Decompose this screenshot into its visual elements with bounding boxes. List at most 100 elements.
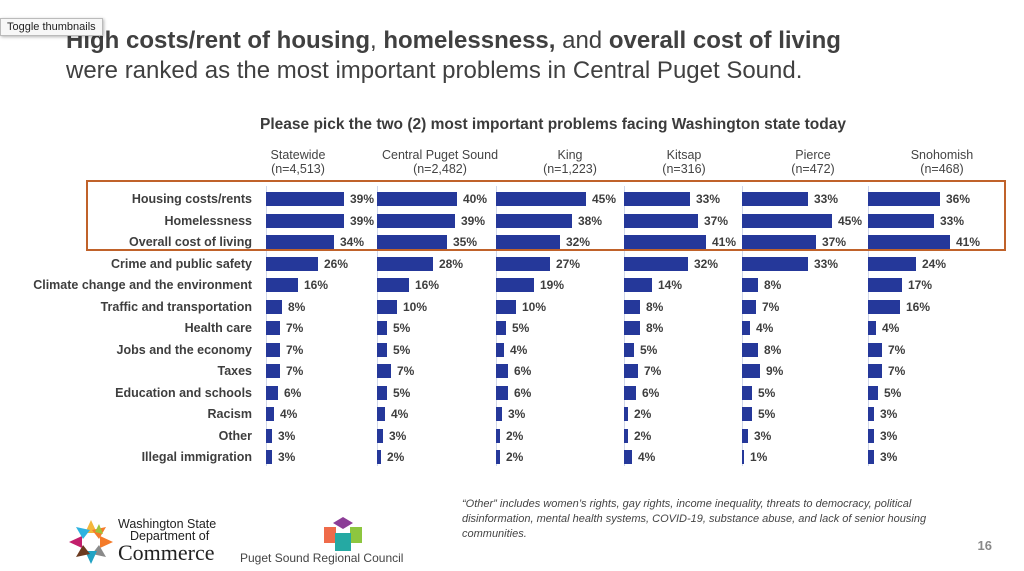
data-label: 3% [880, 407, 898, 421]
bar [624, 299, 640, 314]
title-part-cost: overall cost of living [608, 27, 841, 54]
data-label: 9% [766, 364, 784, 378]
bar [868, 192, 940, 206]
bar [377, 213, 455, 228]
bar [266, 450, 272, 464]
category-label: Education and schools [115, 385, 252, 400]
data-label: 6% [284, 385, 302, 400]
series-name: Snohomish [910, 148, 974, 162]
data-label: 35% [453, 235, 478, 249]
bar [868, 235, 950, 249]
series-name: Pierce [795, 148, 831, 162]
data-label: 2% [506, 428, 524, 443]
bar [496, 278, 534, 292]
data-label: 10% [403, 299, 428, 314]
bar [496, 428, 500, 443]
data-label: 39% [350, 213, 375, 228]
data-label: 4% [510, 342, 528, 357]
bar [624, 235, 706, 249]
title-part-housing: High costs/rent of housing [66, 27, 370, 54]
series-sample-size: (n=4,513) [271, 162, 325, 176]
toggle-thumbnails-tooltip: Toggle thumbnails [0, 18, 103, 36]
data-label: 7% [286, 321, 304, 335]
series-name: Statewide [270, 148, 326, 162]
bar [868, 342, 882, 357]
column-header: Central Puget Sound (n=2,482) [365, 148, 515, 176]
bar [377, 342, 387, 357]
bar [377, 235, 447, 249]
bar [624, 213, 698, 228]
bar [624, 364, 638, 378]
data-label: 38% [578, 213, 603, 228]
column-header: Snohomish (n=468) [867, 148, 1017, 176]
data-label: 32% [694, 256, 719, 271]
column-header: Pierce (n=472) [738, 148, 888, 176]
bar [377, 192, 457, 206]
bar [377, 450, 381, 464]
series-name: Kitsap [666, 148, 702, 162]
bar [377, 321, 387, 335]
psrc-logo-text: Puget Sound Regional Council [240, 551, 404, 565]
bar [624, 407, 628, 421]
bar [496, 235, 560, 249]
bar [742, 385, 752, 400]
bar [624, 192, 690, 206]
data-label: 27% [556, 256, 581, 271]
psrc-logo-icon [324, 517, 362, 551]
bar [868, 385, 878, 400]
category-label: Jobs and the economy [116, 342, 252, 357]
category-label: Housing costs/rents [131, 192, 252, 206]
data-label: 32% [566, 235, 591, 249]
data-label: 2% [634, 428, 652, 443]
bar [496, 192, 586, 206]
bar [742, 278, 758, 292]
data-label: 5% [393, 385, 411, 400]
data-label: 8% [646, 299, 664, 314]
data-label: 39% [350, 192, 375, 206]
bar [742, 256, 808, 271]
category-label: Illegal immigration [141, 450, 252, 464]
data-label: 3% [389, 428, 407, 443]
commerce-logo-icon [69, 520, 113, 564]
chart-title: Please pick the two (2) most important p… [260, 116, 846, 133]
series-sample-size: (n=472) [791, 162, 835, 176]
commerce-logo-text: Washington State Department of Commerce [118, 518, 216, 564]
data-label: 6% [514, 364, 532, 378]
bar [742, 450, 744, 464]
data-label: 6% [642, 385, 660, 400]
category-label: Climate change and the environment [33, 278, 252, 292]
data-label: 16% [906, 299, 931, 314]
bar [868, 299, 900, 314]
bar [266, 235, 334, 249]
data-label: 7% [762, 299, 780, 314]
data-label: 5% [512, 321, 530, 335]
bar [742, 213, 832, 228]
bar [868, 450, 874, 464]
category-label: Health care [184, 321, 252, 335]
bar [496, 364, 508, 378]
bar [266, 321, 280, 335]
data-label: 41% [956, 235, 981, 249]
data-label: 45% [592, 192, 617, 206]
data-label: 4% [756, 321, 774, 335]
data-label: 3% [880, 428, 898, 443]
data-label: 7% [286, 364, 304, 378]
data-label: 5% [758, 385, 776, 400]
data-label: 41% [712, 235, 737, 249]
data-label: 33% [814, 256, 839, 271]
data-label: 24% [922, 256, 947, 271]
title-line2: were ranked as the most important proble… [66, 57, 803, 84]
bar [742, 235, 816, 249]
bar [496, 256, 550, 271]
data-label: 3% [278, 428, 296, 443]
bar [868, 256, 916, 271]
bar [624, 278, 652, 292]
data-label: 40% [463, 192, 488, 206]
bar [266, 428, 272, 443]
slide-title: High costs/rent of housing, homelessness… [66, 26, 841, 86]
category-label: Traffic and transportation [100, 299, 252, 314]
category-label: Crime and public safety [110, 256, 252, 271]
data-label: 5% [884, 385, 902, 400]
data-label: 8% [288, 299, 306, 314]
bar [742, 407, 752, 421]
